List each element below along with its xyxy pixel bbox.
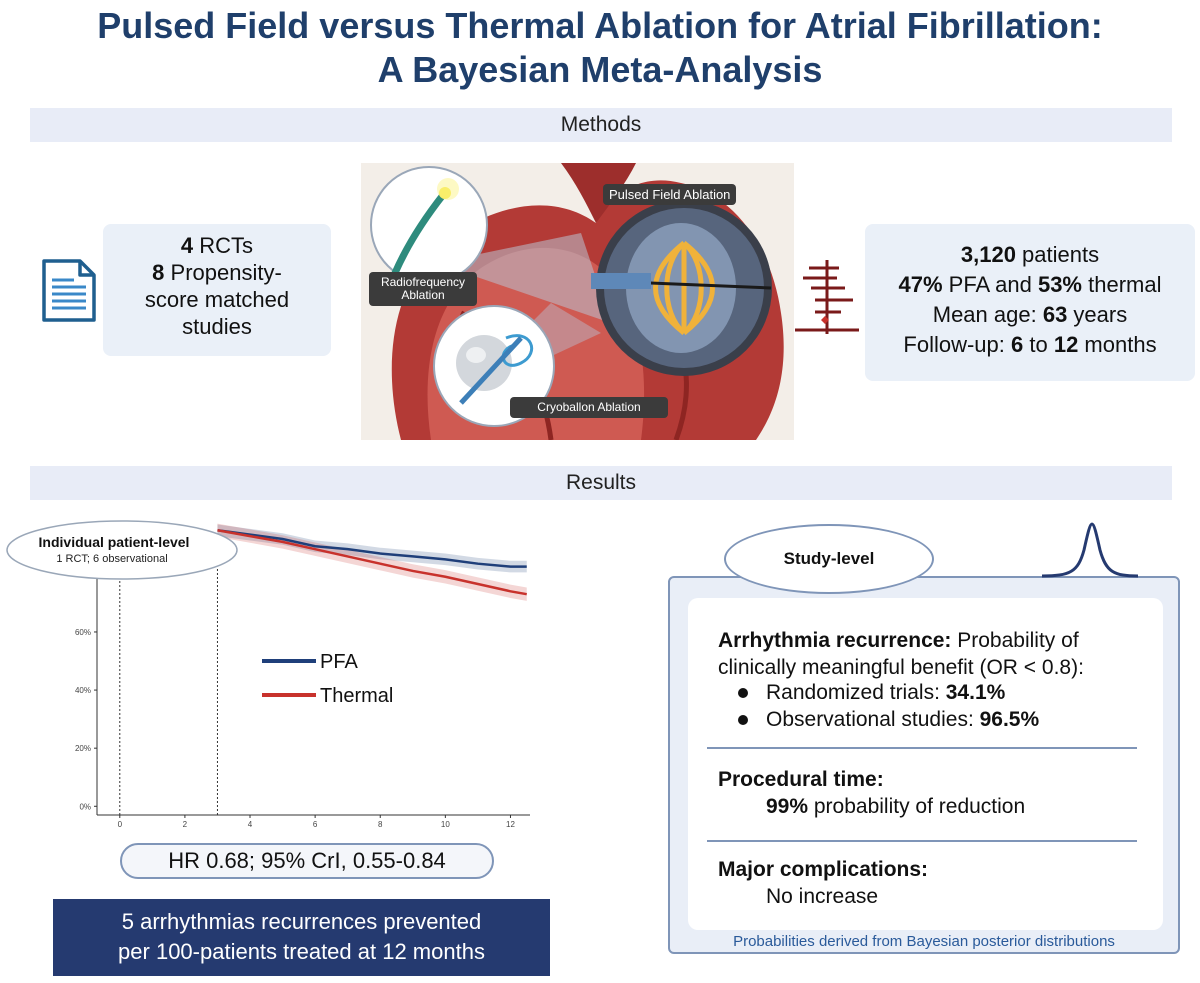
divider-1 xyxy=(707,747,1137,749)
forest-plot-icon xyxy=(795,260,859,334)
study-level-content xyxy=(688,598,1163,930)
results-header: Results xyxy=(30,466,1172,500)
obs-probability: Observational studies: 96.5% xyxy=(766,708,1040,731)
patient-level-oval xyxy=(6,520,238,580)
bayesian-footnote: Probabilities derived from Bayesian post… xyxy=(733,933,1115,950)
arrhythmia-line-2: clinically meaningful benefit (OR < 0.8)… xyxy=(718,656,1084,679)
rf-label: Radiofrequency Ablation xyxy=(369,272,477,306)
x-tick-label: 8 xyxy=(378,820,383,829)
divider-2 xyxy=(707,840,1137,842)
legend-label: PFA xyxy=(320,651,358,673)
series-line-thermal xyxy=(217,529,527,596)
x-tick-label: 4 xyxy=(248,820,253,829)
y-tick-label: 60% xyxy=(75,628,91,637)
y-tick-label: 0% xyxy=(79,802,91,811)
rct-count-line: 4 RCTs xyxy=(180,233,254,258)
population-box: 3,120 patients 47% PFA and 53% thermal M… xyxy=(865,224,1195,381)
bullet-obs xyxy=(738,715,748,725)
split-line: 47% PFA and 53% thermal xyxy=(898,272,1162,297)
psm-line-3: studies xyxy=(182,314,252,339)
series-line-pfa xyxy=(217,529,527,568)
poster-title: Pulsed Field versus Thermal Ablation for… xyxy=(0,4,1200,92)
y-tick-label: 40% xyxy=(75,686,91,695)
methods-header: Methods xyxy=(30,108,1172,142)
psm-count-line: 8 Propensity- xyxy=(152,260,282,285)
bell-curve-icon xyxy=(1041,522,1139,578)
x-tick-label: 6 xyxy=(313,820,318,829)
x-tick-label: 10 xyxy=(441,820,450,829)
hr-pill: HR 0.68; 95% CrI, 0.55-0.84 xyxy=(120,843,494,879)
document-icon xyxy=(42,259,96,322)
recurrence-box: 5 arrhythmias recurrences prevented per … xyxy=(53,899,550,976)
ablation-illustration: Pulsed Field Ablation Radiofrequency Abl… xyxy=(361,163,794,440)
y-tick-label: 20% xyxy=(75,744,91,753)
heart-illustration xyxy=(370,163,784,440)
procedural-label: Procedural time: xyxy=(718,768,884,791)
rct-probability: Randomized trials: 34.1% xyxy=(766,681,1006,704)
patient-level-subtitle: 1 RCT; 6 observational xyxy=(56,553,167,565)
x-tick-label: 0 xyxy=(118,820,123,829)
age-line: Mean age: 63 years xyxy=(932,302,1128,327)
x-tick-label: 2 xyxy=(183,820,188,829)
psm-line-2: score matched xyxy=(144,287,290,312)
title-line-1: Pulsed Field versus Thermal Ablation for… xyxy=(97,5,1103,46)
arrhythmia-line-1: Arrhythmia recurrence: Probability of xyxy=(718,629,1079,652)
title-line-2: A Bayesian Meta-Analysis xyxy=(377,49,823,90)
patients-line: 3,120 patients xyxy=(960,242,1100,267)
complications-label: Major complications: xyxy=(718,858,929,881)
procedural-value: 99% probability of reduction xyxy=(766,795,1026,818)
followup-line: Follow-up: 6 to 12 months xyxy=(903,332,1157,357)
patient-level-title: Individual patient-level xyxy=(39,534,190,550)
study-level-oval: Study-level xyxy=(724,524,934,594)
bullet-rct xyxy=(738,688,748,698)
studies-box: 4 RCTs 8 Propensity- score matched studi… xyxy=(103,224,331,356)
x-tick-label: 12 xyxy=(506,820,515,829)
pfa-label: Pulsed Field Ablation xyxy=(603,184,737,205)
legend-label: Thermal xyxy=(320,685,393,707)
complications-value: No increase xyxy=(766,885,879,908)
cryo-label: Cryoballon Ablation xyxy=(510,397,668,418)
